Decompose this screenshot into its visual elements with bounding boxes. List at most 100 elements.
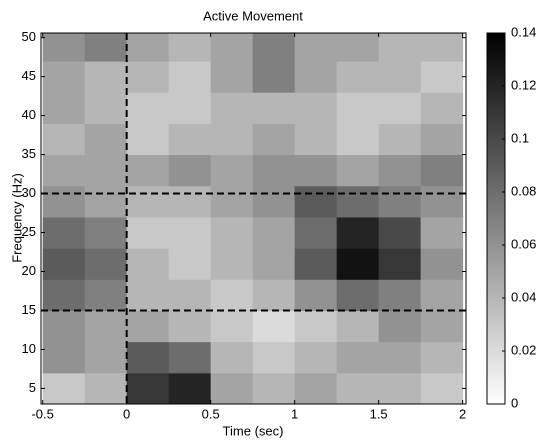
y-tick-label: 50 <box>22 29 36 44</box>
heatmap-cell <box>126 33 170 62</box>
heatmap-cell <box>126 248 170 280</box>
heatmap-cell <box>168 123 212 156</box>
heatmap-cell <box>336 33 380 62</box>
colorbar-tick-label: 0.08 <box>511 183 536 198</box>
heatmap-cell <box>294 248 338 280</box>
heatmap-cell <box>336 123 380 156</box>
heatmap-cell <box>336 61 380 93</box>
heatmap-cell <box>168 92 212 124</box>
heatmap-cell <box>126 185 170 218</box>
heatmap-cell <box>420 33 464 62</box>
heatmap-cell <box>252 185 296 218</box>
heatmap-cell <box>210 279 254 311</box>
heatmap-cell <box>294 61 338 93</box>
heatmap-cell <box>126 341 170 374</box>
heatmap-cell <box>252 61 296 93</box>
heatmap-cell <box>168 185 212 218</box>
heatmap-cell <box>252 341 296 374</box>
heatmap-cell <box>210 33 254 62</box>
heatmap-cell <box>294 92 338 124</box>
heatmap-cell <box>210 372 254 404</box>
colorbar-tick-label: 0.12 <box>511 77 536 92</box>
heatmap-cell <box>252 248 296 280</box>
heatmap-cell <box>378 33 422 62</box>
heatmap-cell <box>378 279 422 311</box>
x-tick-label: 1.5 <box>370 406 388 421</box>
heatmap-cell <box>210 310 254 343</box>
colorbar-tick-label: 0 <box>511 395 518 410</box>
heatmap-cell <box>210 248 254 280</box>
heatmap-cell <box>294 372 338 404</box>
heatmap-cell <box>378 185 422 218</box>
heatmap-cell <box>168 341 212 374</box>
y-tick-label: 10 <box>22 341 36 356</box>
x-tick-label: 2 <box>459 406 466 421</box>
heatmap-cell <box>252 216 296 249</box>
heatmap-cell <box>84 33 128 62</box>
heatmap-cell <box>420 185 464 218</box>
colorbar-tick-label: 0.1 <box>511 130 529 145</box>
heatmap-cell <box>294 341 338 374</box>
heatmap-cell <box>336 248 380 280</box>
x-tick-label: -0.5 <box>31 406 53 421</box>
heatmap-cell <box>84 123 128 156</box>
heatmap-cell <box>42 185 86 218</box>
heatmap-cell <box>336 341 380 374</box>
heatmap-cell <box>126 154 170 187</box>
heatmap-cell <box>42 279 86 311</box>
y-axis-label: Frequency (Hz) <box>9 173 24 263</box>
heatmap-cell <box>420 61 464 93</box>
heatmap-cell <box>252 279 296 311</box>
heatmap-cell <box>210 154 254 187</box>
heatmap-cell <box>168 154 212 187</box>
heatmap-cell <box>168 248 212 280</box>
heatmap-cell <box>378 248 422 280</box>
heatmap-cell <box>420 248 464 280</box>
heatmap-cell <box>84 279 128 311</box>
heatmap-cell <box>420 216 464 249</box>
heatmap-cell <box>84 310 128 343</box>
heatmap-cell <box>378 154 422 187</box>
y-tick-label: 15 <box>22 302 36 317</box>
heatmap-cell <box>378 341 422 374</box>
heatmap-cell <box>42 61 86 93</box>
heatmap-cell <box>420 372 464 404</box>
plot-frame <box>40 32 467 405</box>
heatmap-cell <box>84 154 128 187</box>
heatmap-cell <box>420 279 464 311</box>
heatmap-cell <box>168 216 212 249</box>
colorbar-tick-label: 0.02 <box>511 342 536 357</box>
heatmap-cell <box>84 341 128 374</box>
heatmap-cell <box>42 92 86 124</box>
heatmap-cell <box>252 92 296 124</box>
chart-title: Active Movement <box>203 8 303 23</box>
heatmap-cell <box>420 92 464 124</box>
heatmap-cell <box>84 61 128 93</box>
heatmap-cell <box>42 341 86 374</box>
heatmap-cell <box>420 123 464 156</box>
colorbar-tick-label: 0.06 <box>511 236 536 251</box>
heatmap-cell <box>252 154 296 187</box>
heatmap-cell <box>294 33 338 62</box>
heatmap-cell <box>420 310 464 343</box>
heatmap-cell <box>294 279 338 311</box>
heatmap-cell <box>42 154 86 187</box>
colorbar-tick-label: 0.04 <box>511 289 536 304</box>
heatmap-cell <box>378 61 422 93</box>
y-tick-label: 25 <box>22 224 36 239</box>
heatmap-cell <box>336 279 380 311</box>
heatmap <box>42 33 464 404</box>
heatmap-cell <box>42 310 86 343</box>
heatmap-cell <box>42 372 86 404</box>
heatmap-cell <box>210 123 254 156</box>
heatmap-cell <box>420 341 464 374</box>
y-tick-label: 35 <box>22 146 36 161</box>
heatmap-cell <box>126 61 170 93</box>
heatmap-cell <box>168 310 212 343</box>
heatmap-cell <box>84 216 128 249</box>
heatmap-cell <box>378 372 422 404</box>
heatmap-cell <box>84 185 128 218</box>
heatmap-cell <box>168 279 212 311</box>
heatmap-cell <box>294 310 338 343</box>
